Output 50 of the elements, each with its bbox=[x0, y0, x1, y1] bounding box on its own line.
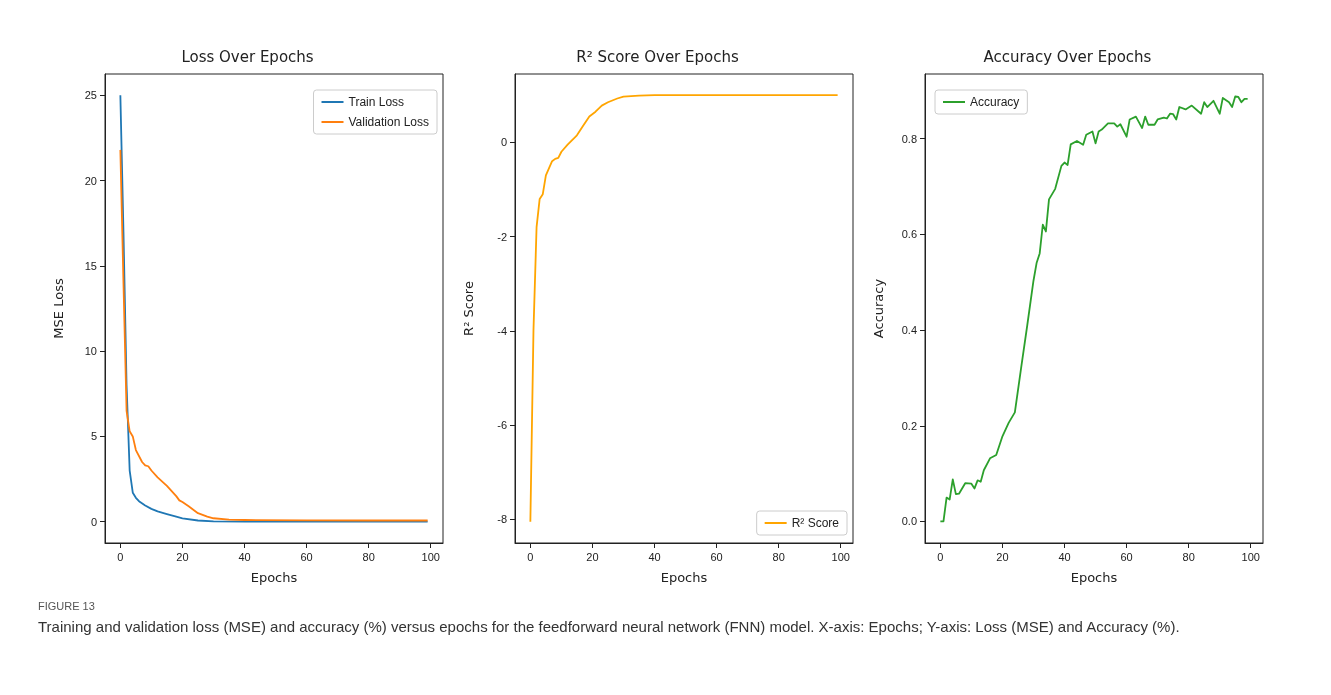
y-tick-label: 5 bbox=[90, 430, 97, 443]
line-series bbox=[939, 95, 1249, 523]
x-tick-label: 40 bbox=[648, 550, 661, 563]
x-tick-label: 40 bbox=[238, 550, 251, 563]
x-axis-title: Epochs bbox=[250, 570, 298, 585]
x-tick-label: 0 bbox=[937, 550, 944, 563]
y-tick-label: -6 bbox=[497, 419, 507, 432]
x-tick-label: 20 bbox=[586, 550, 599, 563]
y-tick-label: 10 bbox=[84, 345, 97, 358]
y-axis-title: Accuracy bbox=[871, 278, 886, 339]
x-tick-label: 40 bbox=[1058, 550, 1071, 563]
x-tick-label: 0 bbox=[117, 550, 124, 563]
y-tick-label: 25 bbox=[84, 89, 97, 102]
x-tick-label: 0 bbox=[527, 550, 534, 563]
y-tick-label: 0.8 bbox=[901, 132, 917, 145]
y-tick-label: 0.2 bbox=[901, 419, 917, 432]
y-tick-label: -4 bbox=[497, 324, 507, 337]
caption: FIGURE 13 bbox=[38, 600, 96, 612]
y-tick-label: -8 bbox=[497, 513, 507, 526]
x-tick-label: 80 bbox=[362, 550, 375, 563]
legend-label: Validation Loss bbox=[348, 115, 429, 129]
y-tick-label: 0.6 bbox=[901, 228, 917, 241]
x-tick-label: 100 bbox=[831, 550, 850, 563]
x-axis-title: Epochs bbox=[660, 570, 708, 585]
y-tick-label: 0.4 bbox=[901, 324, 917, 337]
x-tick-label: 20 bbox=[176, 550, 189, 563]
text: Training and validation loss (MSE) and accuracy (%) versus epochs for the feedforward neural network (FNN) model. X-axis: Epochs; Y-axis: Loss (MSE) and Accuracy (%). bbox=[38, 617, 1181, 637]
y-tick-label: 0.0 bbox=[901, 515, 917, 528]
y-tick-label: 0 bbox=[500, 136, 507, 149]
x-tick-label: 20 bbox=[996, 550, 1009, 563]
x-axis-title: Epochs bbox=[1070, 570, 1118, 585]
chart-title: Accuracy Over Epochs bbox=[983, 47, 1152, 66]
y-axis-title: R² Score bbox=[461, 281, 476, 336]
x-tick-label: 100 bbox=[1241, 550, 1260, 563]
legend-label: R² Score bbox=[791, 516, 840, 530]
x-tick-label: 60 bbox=[710, 550, 723, 563]
y-tick-label: -2 bbox=[497, 230, 507, 243]
x-tick-label: 60 bbox=[300, 550, 313, 563]
y-tick-label: 15 bbox=[84, 259, 97, 272]
legend-label: Accuracy bbox=[970, 95, 1020, 109]
x-tick-label: 100 bbox=[421, 550, 440, 563]
y-tick-label: 20 bbox=[84, 174, 97, 187]
x-tick-label: 80 bbox=[772, 550, 785, 563]
legend-label: Train Loss bbox=[348, 95, 405, 109]
x-tick-label: 60 bbox=[1120, 550, 1133, 563]
y-axis-title: MSE Loss bbox=[51, 278, 66, 339]
chart-title: R² Score Over Epochs bbox=[576, 47, 739, 66]
chart-title: Loss Over Epochs bbox=[181, 47, 314, 66]
x-tick-label: 80 bbox=[1182, 550, 1195, 563]
y-tick-label: 0 bbox=[90, 515, 97, 528]
